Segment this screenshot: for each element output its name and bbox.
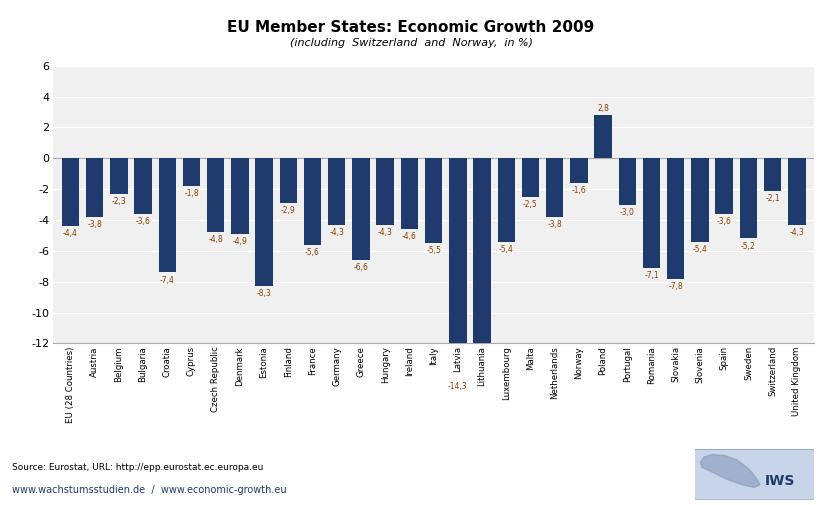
Text: -4,6: -4,6 — [402, 232, 417, 241]
Text: 2,8: 2,8 — [597, 104, 609, 113]
Bar — [473, 158, 491, 379]
Bar — [425, 158, 442, 243]
Text: -5,4: -5,4 — [499, 244, 514, 254]
Bar — [643, 158, 660, 268]
Bar — [207, 158, 224, 232]
Bar — [570, 158, 588, 183]
Text: -7,4: -7,4 — [159, 276, 175, 284]
Text: -4,8: -4,8 — [208, 235, 223, 244]
Bar — [546, 158, 563, 217]
Bar — [110, 158, 127, 194]
Text: -4,4: -4,4 — [63, 229, 78, 238]
Text: -2,3: -2,3 — [112, 197, 127, 206]
Bar — [691, 158, 709, 241]
Text: -6,6: -6,6 — [353, 263, 368, 272]
Bar — [764, 158, 782, 190]
Text: -4,3: -4,3 — [330, 228, 344, 237]
Bar — [497, 158, 515, 241]
Bar — [715, 158, 733, 214]
Text: -3,8: -3,8 — [547, 220, 562, 229]
Text: -5,4: -5,4 — [692, 244, 708, 254]
Bar — [619, 158, 636, 205]
Text: -3,6: -3,6 — [136, 217, 150, 226]
Text: -14,3: -14,3 — [448, 382, 468, 391]
Bar — [353, 158, 370, 260]
Bar — [594, 115, 612, 158]
Bar — [304, 158, 321, 244]
Text: -4,3: -4,3 — [789, 228, 804, 237]
Bar — [376, 158, 394, 225]
Bar — [134, 158, 152, 214]
Bar — [667, 158, 685, 279]
FancyBboxPatch shape — [691, 449, 817, 500]
Text: (including  Switzerland  and  Norway,  in %): (including Switzerland and Norway, in %) — [289, 38, 533, 48]
Text: -4,3: -4,3 — [378, 228, 393, 237]
Bar — [279, 158, 297, 203]
Polygon shape — [700, 454, 760, 487]
Bar — [159, 158, 176, 272]
Bar — [788, 158, 806, 225]
Text: -1,8: -1,8 — [184, 189, 199, 198]
Bar — [62, 158, 79, 226]
Bar — [256, 158, 273, 286]
Text: -2,5: -2,5 — [523, 200, 538, 209]
Text: -7,8: -7,8 — [668, 282, 683, 291]
Text: -1,6: -1,6 — [571, 186, 586, 195]
Bar — [231, 158, 248, 234]
Text: EU Member States: Economic Growth 2009: EU Member States: Economic Growth 2009 — [228, 20, 594, 35]
Bar — [328, 158, 345, 225]
Text: -3,6: -3,6 — [717, 217, 732, 226]
Text: -5,6: -5,6 — [305, 248, 320, 257]
Text: -7,1: -7,1 — [644, 271, 659, 280]
Text: -2,9: -2,9 — [281, 206, 296, 215]
Bar — [449, 158, 467, 379]
Bar — [522, 158, 539, 197]
Text: -4,9: -4,9 — [233, 237, 247, 246]
Text: -3,8: -3,8 — [87, 220, 102, 229]
Text: www.wachstumsstudien.de  /  www.economic-growth.eu: www.wachstumsstudien.de / www.economic-g… — [12, 485, 287, 495]
Bar — [740, 158, 757, 238]
Text: IWS: IWS — [765, 474, 796, 488]
Text: -2,1: -2,1 — [765, 194, 780, 203]
Text: -3,0: -3,0 — [620, 208, 635, 217]
Text: Source: Eurostat, URL: http://epp.eurostat.ec.europa.eu: Source: Eurostat, URL: http://epp.eurost… — [12, 463, 264, 472]
Bar — [182, 158, 201, 186]
Bar — [85, 158, 104, 217]
Text: -5,2: -5,2 — [741, 241, 755, 250]
Bar — [400, 158, 418, 229]
Text: -5,5: -5,5 — [426, 246, 441, 255]
Text: -8,3: -8,3 — [256, 289, 271, 298]
